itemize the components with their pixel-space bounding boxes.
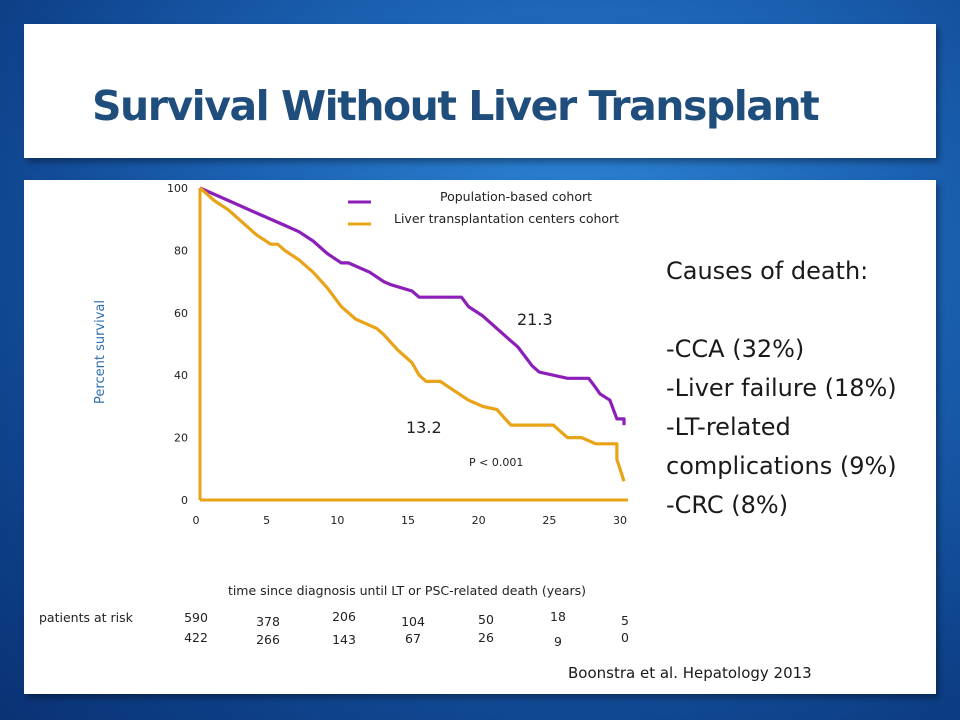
chart-annotation: 13.2 bbox=[406, 418, 442, 437]
risk-table-cell: 18 bbox=[550, 609, 566, 624]
slide-title: Survival Without Liver Transplant bbox=[92, 82, 820, 130]
x-axis-label: time since diagnosis until LT or PSC-rel… bbox=[228, 583, 586, 598]
cause-item: -CRC (8%) bbox=[666, 491, 789, 519]
risk-table-cell: 50 bbox=[478, 612, 494, 627]
cause-item: -Liver failure (18%) bbox=[666, 374, 897, 402]
x-tick-label: 15 bbox=[401, 514, 415, 527]
risk-table-cell: 143 bbox=[332, 632, 356, 647]
y-tick-label: 60 bbox=[174, 307, 188, 320]
y-tick-label: 20 bbox=[174, 432, 188, 445]
causes-heading: Causes of death: bbox=[666, 257, 869, 285]
risk-table-cell: 266 bbox=[256, 632, 280, 647]
cause-item: complications (9%) bbox=[666, 452, 897, 480]
risk-table-cell: 26 bbox=[478, 630, 494, 645]
population-cohort-line bbox=[199, 186, 626, 426]
transplant-centers-cohort-line bbox=[198, 186, 626, 482]
x-tick-label: 5 bbox=[263, 514, 270, 527]
x-tick-label: 30 bbox=[613, 514, 627, 527]
risk-table-label: patients at risk bbox=[39, 610, 134, 625]
title-panel: Survival Without Liver Transplant bbox=[24, 24, 936, 158]
cause-item: -CCA (32%) bbox=[666, 335, 805, 363]
chart-annotation: P < 0.001 bbox=[469, 456, 523, 469]
y-tick-label: 100 bbox=[167, 182, 188, 195]
y-tick-label: 0 bbox=[181, 494, 188, 507]
content-panel: 0 20 40 60 80 100 0 5 10 15 20 25 30 Percent survival… bbox=[24, 180, 936, 694]
risk-table-cell: 67 bbox=[405, 631, 421, 646]
legend-label: Population-based cohort bbox=[440, 189, 592, 204]
risk-table-cell: 0 bbox=[621, 630, 629, 645]
x-tick-label: 25 bbox=[542, 514, 556, 527]
y-tick-label: 40 bbox=[174, 369, 188, 382]
risk-table-cell: 5 bbox=[621, 613, 629, 628]
risk-table-cell: 9 bbox=[554, 634, 562, 649]
x-tick-label: 10 bbox=[330, 514, 344, 527]
citation: Boonstra et al. Hepatology 2013 bbox=[568, 664, 812, 682]
y-tick-label: 80 bbox=[174, 244, 188, 257]
y-axis-label: Percent survival bbox=[93, 300, 108, 404]
risk-table-cell: 378 bbox=[256, 614, 280, 629]
risk-table-cell: 104 bbox=[401, 614, 425, 629]
risk-table-cell: 590 bbox=[184, 610, 208, 625]
risk-table-cell: 206 bbox=[332, 609, 356, 624]
cause-item: -LT-related bbox=[666, 413, 791, 441]
causes-spacer bbox=[666, 291, 897, 330]
survival-chart: 0 20 40 60 80 100 0 5 10 15 20 25 30 Percent survival… bbox=[39, 182, 629, 649]
x-tick-label: 20 bbox=[472, 514, 486, 527]
causes-of-death-list: Causes of death: -CCA (32%) -Liver failu… bbox=[666, 252, 897, 525]
chart-annotation: 21.3 bbox=[517, 310, 553, 329]
x-tick-label: 0 bbox=[193, 514, 200, 527]
risk-table-cell: 422 bbox=[184, 630, 208, 645]
legend-label: Liver transplantation centers cohort bbox=[394, 211, 619, 226]
